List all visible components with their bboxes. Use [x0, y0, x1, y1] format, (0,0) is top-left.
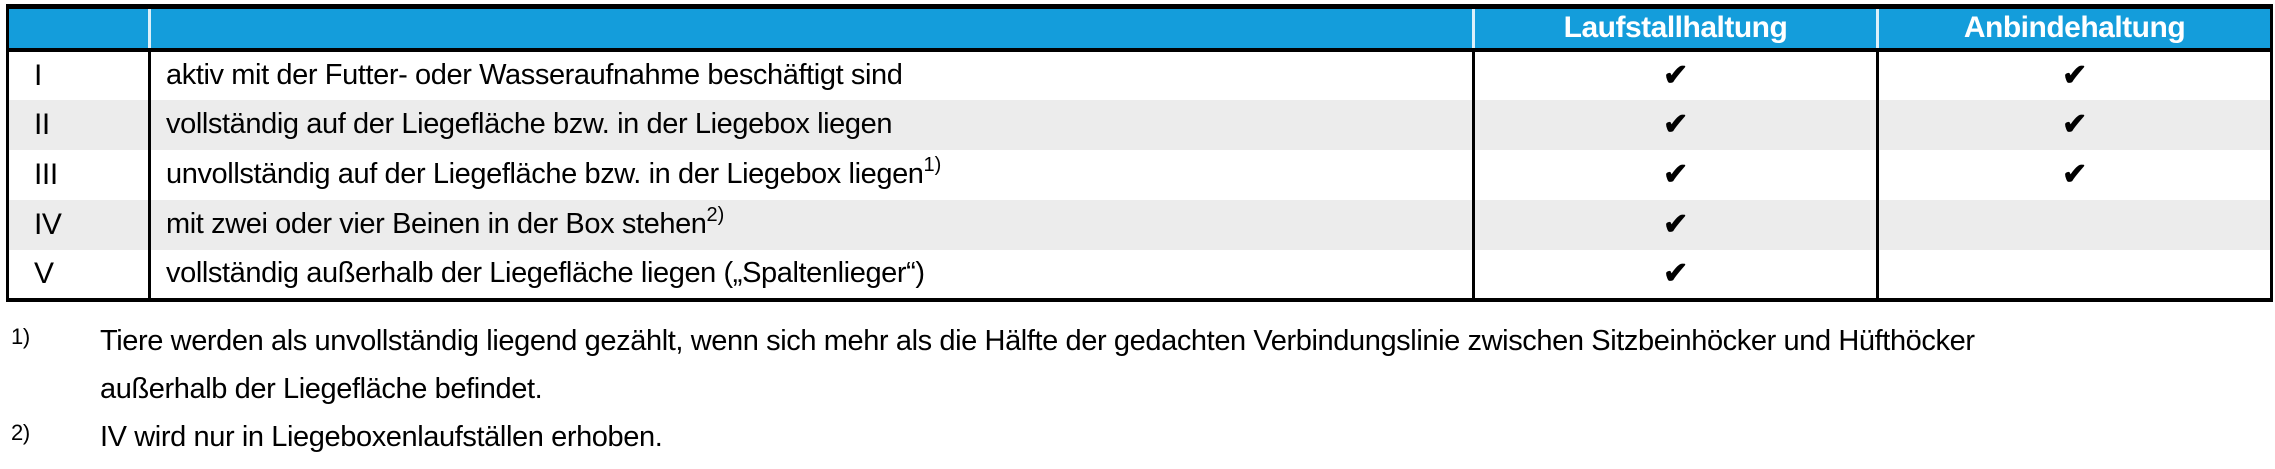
header-row: Laufstallhaltung Anbindehaltung [7, 6, 2272, 52]
footnote: 1) Tiere werden als unvollständig liegen… [6, 317, 2268, 413]
description-text: vollständig außerhalb der Liegefläche li… [166, 257, 925, 289]
row-numeral: III [34, 157, 58, 191]
footnote-marker: 2) [11, 420, 30, 445]
footnote-marker: 1) [11, 324, 30, 349]
table-body: I aktiv mit der Futter- oder Wasseraufna… [7, 49, 2272, 300]
row-description: aktiv mit der Futter- oder Wasseraufnahm… [148, 49, 1474, 100]
row-numeral: I [34, 58, 42, 92]
col-header-anbindehaltung: Anbindehaltung [1876, 6, 2272, 52]
check-anbindehaltung: ✔ [1876, 99, 2272, 150]
check-laufstallhaltung: ✔ [1472, 199, 1878, 250]
check-laufstallhaltung: ✔ [1472, 99, 1878, 150]
row-description: vollständig außerhalb der Liegefläche li… [148, 249, 1474, 300]
col-header-description [148, 6, 1474, 52]
footnotes: 1) Tiere werden als unvollständig liegen… [6, 317, 2268, 461]
col-header-numeral [7, 6, 150, 52]
description-text: unvollständig auf der Liegefläche bzw. i… [166, 158, 924, 190]
table-row: II vollständig auf der Liegefläche bzw. … [7, 99, 2272, 150]
row-numeral: II [34, 107, 50, 141]
check-laufstallhaltung: ✔ [1472, 249, 1878, 300]
footnote: 2) IV wird nur in Liegeboxenlaufställen … [6, 413, 2268, 461]
check-laufstallhaltung: ✔ [1472, 49, 1878, 100]
row-description: vollständig auf der Liegefläche bzw. in … [148, 99, 1474, 150]
row-description: mit zwei oder vier Beinen in der Box ste… [148, 199, 1474, 250]
check-laufstallhaltung: ✔ [1472, 149, 1878, 200]
table-row: I aktiv mit der Futter- oder Wasseraufna… [8, 49, 2272, 100]
check-anbindehaltung [1876, 249, 2272, 300]
description-text: mit zwei oder vier Beinen in der Box ste… [166, 208, 707, 240]
table-row: V vollständig außerhalb der Liegefläche … [8, 249, 2272, 300]
row-numeral: IV [34, 207, 62, 241]
col-header-laufstallhaltung: Laufstallhaltung [1472, 6, 1878, 52]
row-description: unvollständig auf der Liegefläche bzw. i… [148, 149, 1474, 200]
footnote-text: Tiere werden als unvollständig liegend g… [100, 325, 1975, 405]
footnote-ref: 1) [923, 154, 942, 176]
check-anbindehaltung [1876, 199, 2272, 250]
table-row: III unvollständig auf der Liegefläche bz… [8, 149, 2272, 200]
table-header: Laufstallhaltung Anbindehaltung [7, 6, 2272, 52]
description-text: aktiv mit der Futter- oder Wasseraufnahm… [166, 59, 903, 91]
row-numeral: V [34, 256, 54, 290]
footnote-ref: 2) [706, 204, 725, 226]
description-text: vollständig auf der Liegefläche bzw. in … [166, 108, 893, 140]
table-row: IV mit zwei oder vier Beinen in der Box … [7, 199, 2272, 250]
behaviour-categories-table: Laufstallhaltung Anbindehaltung I aktiv … [6, 4, 2273, 302]
footnote-text: IV wird nur in Liegeboxenlaufställen erh… [100, 421, 663, 453]
check-anbindehaltung: ✔ [1876, 149, 2272, 200]
check-anbindehaltung: ✔ [1876, 49, 2272, 100]
